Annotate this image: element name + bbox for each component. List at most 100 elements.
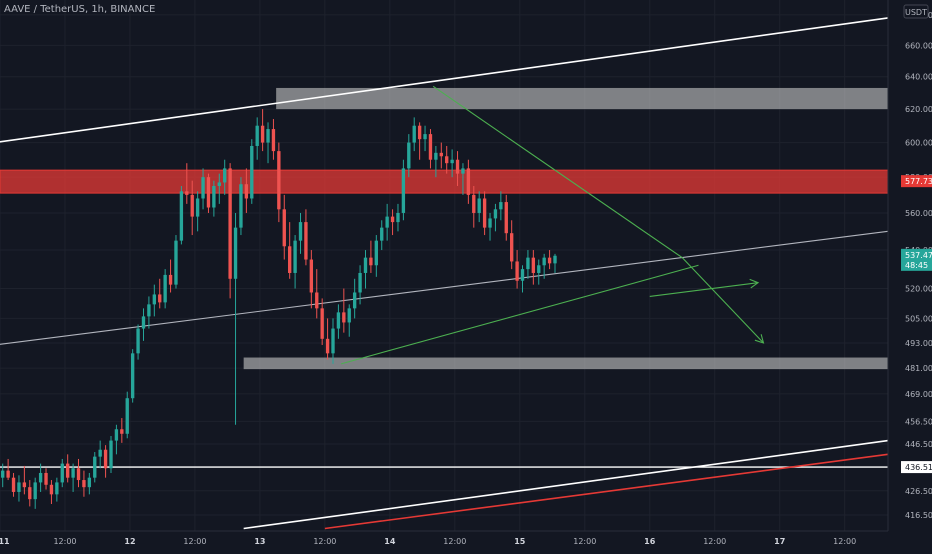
candle[interactable] [461, 163, 465, 195]
candle[interactable] [396, 203, 400, 232]
candle[interactable] [60, 458, 64, 488]
candle[interactable] [98, 440, 102, 469]
candle[interactable] [417, 122, 422, 160]
price-label[interactable]: 436.51 [901, 461, 932, 474]
candle[interactable] [315, 269, 319, 319]
candle[interactable] [320, 298, 324, 346]
candle[interactable] [120, 418, 124, 443]
candle[interactable] [271, 119, 276, 160]
candle[interactable] [423, 125, 427, 152]
candle[interactable] [325, 318, 330, 360]
candle[interactable] [228, 163, 232, 299]
candle[interactable] [141, 308, 146, 341]
candle[interactable] [55, 477, 59, 502]
candle[interactable] [244, 168, 249, 213]
support-green[interactable] [340, 264, 699, 365]
candle[interactable] [412, 117, 416, 152]
projection-down-arrow[interactable] [681, 257, 765, 344]
candle[interactable] [472, 185, 476, 228]
candle[interactable] [44, 468, 48, 490]
candle[interactable] [130, 349, 135, 403]
candle[interactable] [380, 220, 384, 251]
candle[interactable] [347, 304, 351, 337]
red-zone[interactable] [0, 169, 889, 194]
channel-lower-white[interactable] [243, 439, 889, 530]
candle[interactable] [190, 180, 194, 236]
candle[interactable] [93, 452, 97, 483]
candle[interactable] [466, 159, 471, 204]
candle[interactable] [547, 250, 552, 270]
projection-up-arrow[interactable] [649, 278, 760, 297]
candle[interactable] [482, 191, 487, 236]
candle[interactable] [163, 269, 167, 309]
candle[interactable] [445, 145, 449, 174]
candle[interactable] [282, 194, 286, 260]
candle[interactable] [493, 203, 498, 232]
candle[interactable] [520, 265, 525, 293]
candle[interactable] [401, 159, 406, 221]
candle[interactable] [109, 436, 113, 473]
candle[interactable] [342, 288, 346, 333]
candle[interactable] [336, 304, 341, 339]
candle[interactable] [185, 163, 189, 204]
candle[interactable] [17, 475, 21, 502]
candle[interactable] [103, 445, 108, 478]
candle[interactable] [239, 177, 243, 236]
candle[interactable] [510, 220, 514, 270]
currency-button-frame[interactable] [903, 4, 929, 19]
candle[interactable] [87, 472, 92, 495]
price-axis[interactable] [888, 0, 932, 550]
candle[interactable] [250, 139, 254, 204]
candle[interactable] [28, 480, 32, 507]
candle[interactable] [531, 250, 536, 285]
candle[interactable] [174, 235, 178, 289]
channel-upper-white[interactable] [0, 17, 889, 143]
candle[interactable] [553, 253, 557, 273]
currency-button[interactable]: USDT [905, 8, 927, 17]
candle[interactable] [450, 149, 454, 178]
candle[interactable] [76, 458, 81, 488]
candle[interactable] [390, 209, 395, 236]
candle[interactable] [352, 278, 357, 319]
candle[interactable] [266, 122, 270, 164]
candle[interactable] [260, 109, 265, 152]
candle[interactable] [66, 454, 70, 483]
candle[interactable] [71, 463, 75, 492]
candle[interactable] [201, 168, 205, 210]
candle[interactable] [385, 203, 389, 241]
candle[interactable] [114, 424, 119, 455]
price-label-red[interactable]: 577.73 [901, 175, 932, 188]
resistance-zone[interactable] [276, 87, 888, 110]
candle[interactable] [369, 240, 373, 273]
candle[interactable] [136, 324, 140, 360]
candle[interactable] [428, 129, 433, 169]
candle[interactable] [168, 259, 173, 293]
candle[interactable] [304, 209, 308, 266]
candle[interactable] [309, 250, 314, 309]
candle[interactable] [125, 391, 129, 439]
candle[interactable] [515, 250, 519, 289]
candle[interactable] [158, 278, 162, 309]
candle[interactable] [439, 142, 443, 169]
candle[interactable] [82, 470, 86, 497]
candle[interactable] [11, 472, 16, 497]
candle[interactable] [526, 250, 530, 279]
candle[interactable] [542, 253, 546, 279]
support-zone[interactable] [243, 357, 888, 370]
candle[interactable] [22, 465, 27, 495]
candle[interactable] [358, 265, 362, 305]
candle[interactable] [477, 191, 481, 223]
candle[interactable] [223, 159, 227, 195]
candle[interactable] [217, 173, 221, 204]
candle[interactable] [195, 191, 200, 232]
candle[interactable] [298, 212, 303, 254]
candle[interactable] [277, 142, 281, 223]
resistance-green[interactable] [432, 85, 683, 259]
candle[interactable] [206, 173, 211, 213]
candle[interactable] [455, 151, 460, 186]
candle[interactable] [363, 250, 368, 289]
candle[interactable] [499, 191, 503, 221]
candle[interactable] [179, 185, 184, 245]
